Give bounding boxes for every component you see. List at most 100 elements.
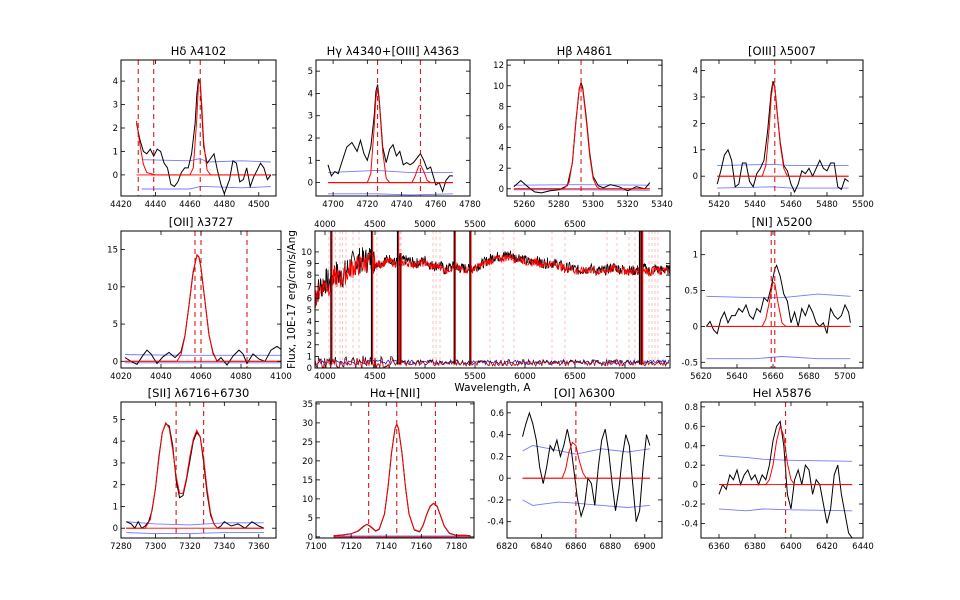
x-tick-label: 6820 bbox=[496, 542, 518, 552]
model-fit bbox=[136, 79, 271, 176]
y-tick-label: 8 bbox=[499, 102, 504, 112]
x-tick-label: 4500 bbox=[364, 372, 386, 382]
panel-title: [OIII] λ5007 bbox=[748, 44, 816, 58]
observed-spectrum bbox=[522, 411, 651, 522]
x-tick-label: 7340 bbox=[214, 542, 236, 552]
y-tick-label: 0.2 bbox=[684, 461, 698, 471]
x-tick-label: 7320 bbox=[179, 542, 201, 552]
x-tick-label: 5700 bbox=[834, 372, 856, 382]
x-tick-label: 5000 bbox=[414, 372, 436, 382]
x-tick-label: 5500 bbox=[852, 200, 874, 210]
y-tick-label: 4 bbox=[693, 67, 698, 77]
y-tick-label: 1 bbox=[693, 146, 698, 156]
error-curve bbox=[718, 454, 853, 462]
y-tick-label: 3 bbox=[113, 459, 118, 469]
model-fit bbox=[125, 253, 281, 362]
y-tick-label: 35 bbox=[302, 400, 313, 410]
y-tick-label: 2 bbox=[113, 124, 118, 134]
x-tick-label: 7120 bbox=[340, 542, 362, 552]
axes-frame bbox=[315, 59, 471, 197]
x-tick-label: 5420 bbox=[708, 200, 730, 210]
axes-frame bbox=[700, 230, 864, 369]
x-tick-label: 7300 bbox=[145, 542, 167, 552]
x-top-tick-label: 6000 bbox=[514, 220, 536, 230]
plot-area bbox=[522, 402, 651, 538]
x-tick-label: 7180 bbox=[446, 542, 468, 552]
x-tick-label: 6360 bbox=[708, 542, 730, 552]
x-tick-label: 4480 bbox=[214, 200, 236, 210]
x-tick-label: 6400 bbox=[780, 542, 802, 552]
y-tick-label: -0.4 bbox=[681, 519, 698, 529]
observed-spectrum bbox=[705, 264, 851, 335]
observed-spectrum bbox=[513, 81, 651, 194]
y-tick-label: 0 bbox=[693, 172, 698, 182]
axes-frame bbox=[315, 401, 475, 539]
panel-title: [SII] λ6716+6730 bbox=[148, 386, 250, 400]
y-tick-label: 0 bbox=[499, 185, 504, 195]
panel-title: HeI λ5876 bbox=[753, 386, 812, 400]
y-tick-label: 5 bbox=[113, 320, 118, 330]
error-curve bbox=[124, 354, 281, 356]
y-tick-label: 5 bbox=[307, 306, 312, 316]
plot-area bbox=[333, 402, 471, 538]
y-tick-label: 2 bbox=[307, 341, 312, 351]
x-tick-label: 4080 bbox=[230, 372, 252, 382]
x-tick-label: 4000 bbox=[314, 372, 336, 382]
axes-frame bbox=[700, 59, 864, 197]
axes-frame bbox=[314, 230, 671, 369]
x-tick-label: 4060 bbox=[190, 372, 212, 382]
y-tick-label: 0.8 bbox=[684, 403, 698, 413]
y-axis-label: Flux, 10E-17 erg/cm/s/Ang bbox=[286, 230, 298, 369]
plot-area bbox=[327, 60, 453, 196]
x-tick-label: 5640 bbox=[726, 372, 748, 382]
panel-title: Hα+[NII] bbox=[370, 386, 420, 400]
x-tick-label: 4100 bbox=[270, 372, 292, 382]
y-tick-label: 4 bbox=[307, 318, 312, 328]
panel-s2: 7280 7300 7320 7340 7360 0 1 2 3 4 5 [SII] λ6716+67… bbox=[110, 386, 277, 552]
x-tick-label: 5280 bbox=[548, 200, 570, 210]
x-top-tick-label: 4500 bbox=[364, 220, 386, 230]
x-tick-label: 4420 bbox=[110, 200, 132, 210]
x-tick-label: 6880 bbox=[600, 542, 622, 552]
y-tick-label: -0.5 bbox=[681, 358, 698, 368]
y-tick-label: 10 bbox=[493, 82, 504, 92]
model-fit bbox=[717, 82, 849, 177]
y-tick-label: 9 bbox=[307, 260, 312, 270]
x-tick-label: 5620 bbox=[690, 372, 712, 382]
x-top-tick-label: 5000 bbox=[414, 220, 436, 230]
observed-spectrum bbox=[124, 253, 281, 366]
x-tick-label: 4740 bbox=[391, 200, 413, 210]
error-curve bbox=[126, 521, 264, 526]
x-tick-label: 7360 bbox=[248, 542, 270, 552]
x-tick-label: 4700 bbox=[322, 200, 344, 210]
y-tick-label: 0.4 bbox=[490, 431, 504, 441]
model-fit bbox=[328, 88, 453, 184]
x-tick-label: 4040 bbox=[150, 372, 172, 382]
y-tick-label: 10 bbox=[301, 248, 312, 258]
y-tick-label: 0.4 bbox=[684, 442, 698, 452]
x-tick-label: 5480 bbox=[816, 200, 838, 210]
model-fit bbox=[522, 441, 650, 479]
y-tick-label: 12 bbox=[493, 61, 504, 71]
y-tick-label: -0.2 bbox=[681, 500, 698, 510]
error-curve bbox=[717, 186, 849, 189]
y-tick-label: 0.6 bbox=[490, 409, 504, 419]
y-tick-label: 1 bbox=[693, 251, 698, 261]
x-top-tick-label: 5500 bbox=[464, 220, 486, 230]
residual-model bbox=[315, 358, 670, 368]
y-tick-label: 5 bbox=[308, 67, 313, 77]
panel-hgamma: 4700 4720 4740 4760 4780 0 1 2 3 4 5 Hγ λ4340+[OIII… bbox=[308, 44, 481, 210]
plot-area bbox=[126, 402, 265, 538]
plot-area bbox=[716, 60, 849, 196]
x-tick-label: 6860 bbox=[565, 542, 587, 552]
x-axis-label: Wavelength, A bbox=[454, 382, 531, 394]
panel-o1: 6820 6840 6860 6880 6900 -0.4 -0.2 0 0.2 0.4 0.6 [O… bbox=[487, 386, 663, 552]
error-spectrum bbox=[315, 358, 670, 366]
y-tick-label: 0.5 bbox=[684, 287, 698, 297]
y-tick-label: 15 bbox=[302, 476, 313, 486]
x-tick-label: 5660 bbox=[762, 372, 784, 382]
y-tick-label: 0 bbox=[113, 357, 118, 367]
y-tick-label: 7 bbox=[307, 283, 312, 293]
error-curve bbox=[706, 356, 851, 360]
